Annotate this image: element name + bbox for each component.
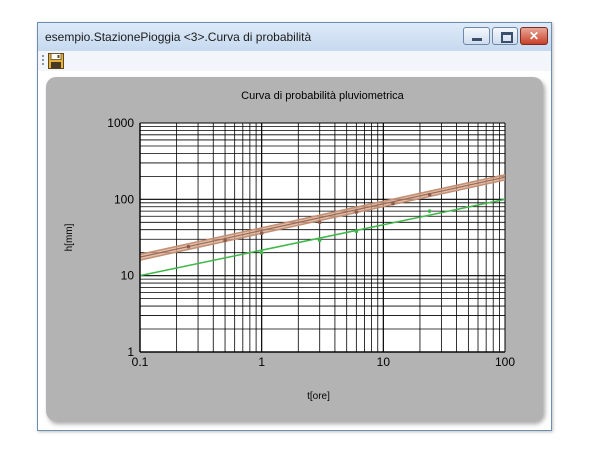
data-point <box>391 201 395 206</box>
x-tick-label: 100 <box>495 355 515 369</box>
data-point <box>427 209 432 213</box>
series-line-band-lower <box>139 179 506 261</box>
x-tick-label: 10 <box>377 355 391 369</box>
data-point <box>317 238 322 243</box>
close-icon: ✕ <box>528 29 540 43</box>
x-tick-label: 0.1 <box>132 355 149 369</box>
series-line-band-upper <box>139 174 506 256</box>
series-line-green <box>139 198 506 277</box>
data-point <box>259 231 264 236</box>
x-tick-label: 1 <box>258 355 265 369</box>
maximize-button[interactable] <box>492 27 518 45</box>
data-point <box>223 238 227 243</box>
minimize-button[interactable] <box>463 27 490 45</box>
toolbar <box>38 51 551 71</box>
chart-panel: 0.1 1 10 100 1 10 100 1000 Curva di probabilità … <box>46 77 543 421</box>
data-point <box>427 192 432 197</box>
application-window: esempio.StazionePioggia <3>.Curva di pro… <box>37 22 552 431</box>
data-point <box>317 220 322 225</box>
maximize-icon <box>501 32 513 43</box>
save-button[interactable] <box>47 52 65 70</box>
minimize-icon <box>472 38 482 41</box>
y-tick-label: 10 <box>121 269 135 283</box>
data-point <box>354 229 359 234</box>
toolbar-grip[interactable] <box>42 55 44 67</box>
y-tick-label: 1 <box>127 345 134 359</box>
y-tick-label: 100 <box>114 192 134 206</box>
floppy-disk-save-icon <box>48 53 64 69</box>
series-line-band-mid <box>139 176 506 258</box>
grid <box>139 123 505 353</box>
y-tick-label: 1000 <box>107 116 134 130</box>
data-point <box>186 244 191 249</box>
y-axis-label: h[mm] <box>64 223 75 251</box>
close-button[interactable]: ✕ <box>520 27 548 45</box>
data-point <box>259 250 264 255</box>
chart-title: Curva di probabilità pluviometrica <box>241 90 405 102</box>
data-point <box>354 210 359 214</box>
window-title: esempio.StazionePioggia <3>.Curva di pro… <box>45 30 312 44</box>
title-bar[interactable]: esempio.StazionePioggia <3>.Curva di pro… <box>38 23 551 51</box>
x-axis-label: t[ore] <box>307 391 330 402</box>
